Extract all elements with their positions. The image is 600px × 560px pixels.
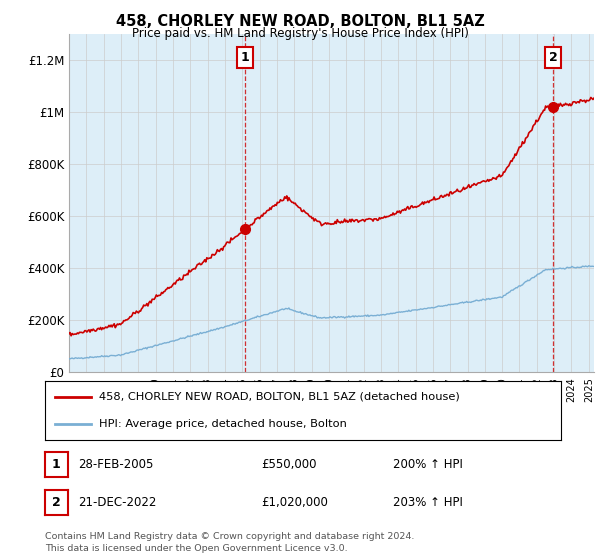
Text: 203% ↑ HPI: 203% ↑ HPI [393, 496, 463, 509]
Text: 28-FEB-2005: 28-FEB-2005 [78, 458, 154, 471]
Text: 1: 1 [52, 458, 61, 471]
Text: 2: 2 [52, 496, 61, 509]
Text: £550,000: £550,000 [261, 458, 317, 471]
Text: 458, CHORLEY NEW ROAD, BOLTON, BL1 5AZ: 458, CHORLEY NEW ROAD, BOLTON, BL1 5AZ [116, 14, 484, 29]
Text: Contains HM Land Registry data © Crown copyright and database right 2024.
This d: Contains HM Land Registry data © Crown c… [45, 532, 415, 553]
Text: 2: 2 [549, 51, 557, 64]
Text: 21-DEC-2022: 21-DEC-2022 [78, 496, 157, 509]
Text: 200% ↑ HPI: 200% ↑ HPI [393, 458, 463, 471]
Text: 458, CHORLEY NEW ROAD, BOLTON, BL1 5AZ (detached house): 458, CHORLEY NEW ROAD, BOLTON, BL1 5AZ (… [99, 391, 460, 402]
Text: Price paid vs. HM Land Registry's House Price Index (HPI): Price paid vs. HM Land Registry's House … [131, 27, 469, 40]
Text: HPI: Average price, detached house, Bolton: HPI: Average price, detached house, Bolt… [99, 419, 347, 429]
Text: 1: 1 [241, 51, 249, 64]
Text: £1,020,000: £1,020,000 [261, 496, 328, 509]
